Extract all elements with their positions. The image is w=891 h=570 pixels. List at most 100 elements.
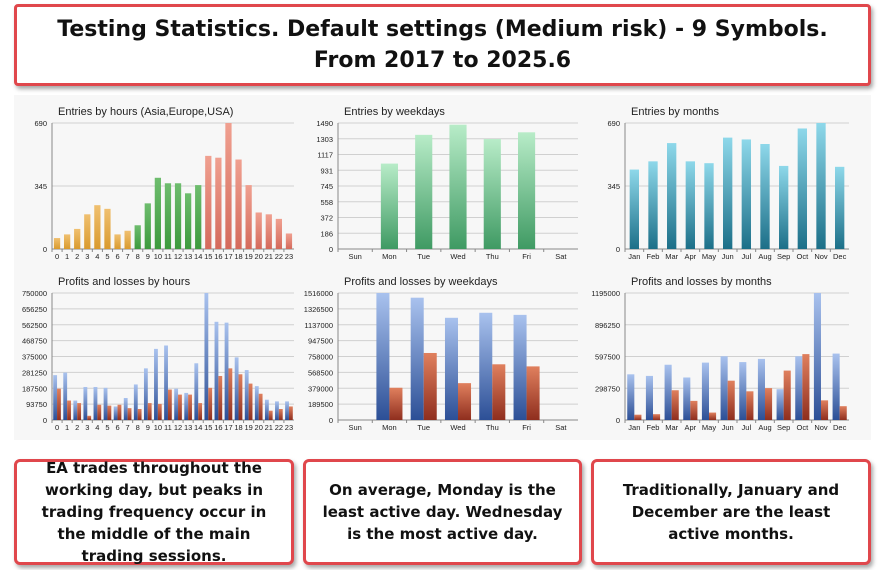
bar-0-3 <box>84 214 91 249</box>
ytick-1-5: 558 <box>320 198 333 207</box>
bar-5-s0-7 <box>757 358 765 420</box>
xtick-3-13: 13 <box>184 423 192 432</box>
bar-0-17 <box>225 123 232 249</box>
bar-3-s0-18 <box>234 357 239 420</box>
ytick-3-5: 281250 <box>22 368 47 377</box>
bar-3-s1-4 <box>97 404 102 420</box>
bar-5-s0-4 <box>701 362 709 420</box>
bar-0-23 <box>285 233 293 249</box>
xtick-0-8: 8 <box>136 252 140 261</box>
bar-0-9 <box>144 203 151 249</box>
bar-3-s1-1 <box>67 400 71 420</box>
bar-0-18 <box>235 159 242 249</box>
xtick-3-15: 15 <box>204 423 212 432</box>
bar-5-s0-6 <box>739 362 747 420</box>
ytick-1-1: 1303 <box>316 135 333 144</box>
xtick-4-6: Sat <box>555 423 567 432</box>
xtick-4-1: Mon <box>382 423 397 432</box>
ytick-4-1: 1326500 <box>304 305 333 314</box>
xtick-5-1: Feb <box>647 423 660 432</box>
title-panel: Testing Statistics. Default settings (Me… <box>14 4 871 86</box>
bar-2-4 <box>704 163 714 249</box>
bar-0-0 <box>53 238 61 249</box>
chart-title-0: Entries by hours (Asia,Europe,USA) <box>58 106 233 118</box>
bar-0-5 <box>104 208 111 249</box>
xtick-3-3: 3 <box>85 423 89 432</box>
ytick-3-4: 375000 <box>22 353 47 362</box>
page-title: Testing Statistics. Default settings (Me… <box>57 17 828 42</box>
ytick-0-1: 345 <box>34 182 47 191</box>
bar-5-s0-5 <box>720 356 728 420</box>
ytick-0-2: 0 <box>43 245 47 254</box>
bar-3-s1-17 <box>228 368 233 420</box>
xtick-3-19: 19 <box>244 423 252 432</box>
ytick-4-6: 379000 <box>308 384 333 393</box>
ytick-5-2: 597500 <box>595 353 620 362</box>
bar-3-s1-15 <box>208 387 213 420</box>
xtick-5-0: Jan <box>628 423 640 432</box>
bar-0-19 <box>245 185 252 249</box>
ytick-1-8: 0 <box>329 245 333 254</box>
bar-4-s1-3 <box>458 383 472 420</box>
xtick-0-6: 6 <box>115 252 119 261</box>
bar-1-5 <box>518 132 536 249</box>
xtick-0-23: 23 <box>285 252 293 261</box>
xtick-1-3: Wed <box>450 252 465 261</box>
xtick-0-22: 22 <box>275 252 283 261</box>
ytick-1-2: 1117 <box>317 151 333 160</box>
xtick-3-8: 8 <box>136 423 140 432</box>
bar-5-s1-10 <box>821 400 829 420</box>
ytick-3-2: 562500 <box>22 321 47 330</box>
bar-3-s0-21 <box>264 399 269 420</box>
note-weekdays: On average, Monday is the least active d… <box>303 459 582 565</box>
ytick-5-4: 0 <box>616 416 620 425</box>
xtick-0-9: 9 <box>146 252 150 261</box>
bar-5-s1-2 <box>671 390 679 420</box>
bar-3-s0-17 <box>224 322 229 420</box>
bar-1-2 <box>415 134 433 249</box>
bar-3-s0-12 <box>174 388 179 420</box>
bar-3-s0-13 <box>184 392 189 420</box>
bar-3-s0-6 <box>113 406 118 420</box>
xtick-5-10: Nov <box>814 423 828 432</box>
bar-3-s0-15 <box>204 293 209 420</box>
xtick-3-12: 12 <box>174 423 182 432</box>
ytick-2-0: 690 <box>607 119 620 128</box>
bar-4-s0-2 <box>410 297 424 420</box>
ytick-1-6: 372 <box>320 214 333 223</box>
bar-0-10 <box>154 177 162 249</box>
bar-1-3 <box>449 124 467 249</box>
bar-3-s0-8 <box>133 384 138 420</box>
ytick-4-5: 568500 <box>308 368 333 377</box>
bar-3-s0-11 <box>164 345 168 420</box>
xtick-3-21: 21 <box>265 423 273 432</box>
ytick-4-0: 1516000 <box>304 289 333 298</box>
bar-0-1 <box>63 234 71 249</box>
xtick-0-15: 15 <box>204 252 212 261</box>
bar-0-7 <box>124 230 131 249</box>
xtick-0-20: 20 <box>255 252 263 261</box>
page-subtitle: From 2017 to 2025.6 <box>313 48 572 73</box>
bar-2-2 <box>667 143 677 249</box>
ytick-4-8: 0 <box>329 416 333 425</box>
xtick-3-23: 23 <box>285 423 293 432</box>
xtick-0-13: 13 <box>184 252 192 261</box>
xtick-2-1: Feb <box>647 252 660 261</box>
bar-2-1 <box>648 161 658 249</box>
bar-5-s1-5 <box>727 380 735 420</box>
bar-5-s1-7 <box>765 388 773 420</box>
xtick-4-0: Sun <box>348 423 361 432</box>
xtick-3-0: 0 <box>55 423 59 432</box>
bar-5-s0-8 <box>776 389 784 420</box>
ytick-3-7: 93750 <box>26 400 47 409</box>
bar-3-s1-5 <box>107 405 112 420</box>
bar-4-s1-5 <box>526 366 540 420</box>
xtick-2-2: Mar <box>665 252 678 261</box>
xtick-0-2: 2 <box>75 252 79 261</box>
ytick-4-7: 189500 <box>308 400 333 409</box>
xtick-3-20: 20 <box>255 423 263 432</box>
bar-3-s1-14 <box>198 403 203 420</box>
bar-5-s0-0 <box>627 374 635 420</box>
xtick-3-2: 2 <box>75 423 79 432</box>
bar-2-10 <box>816 123 826 249</box>
